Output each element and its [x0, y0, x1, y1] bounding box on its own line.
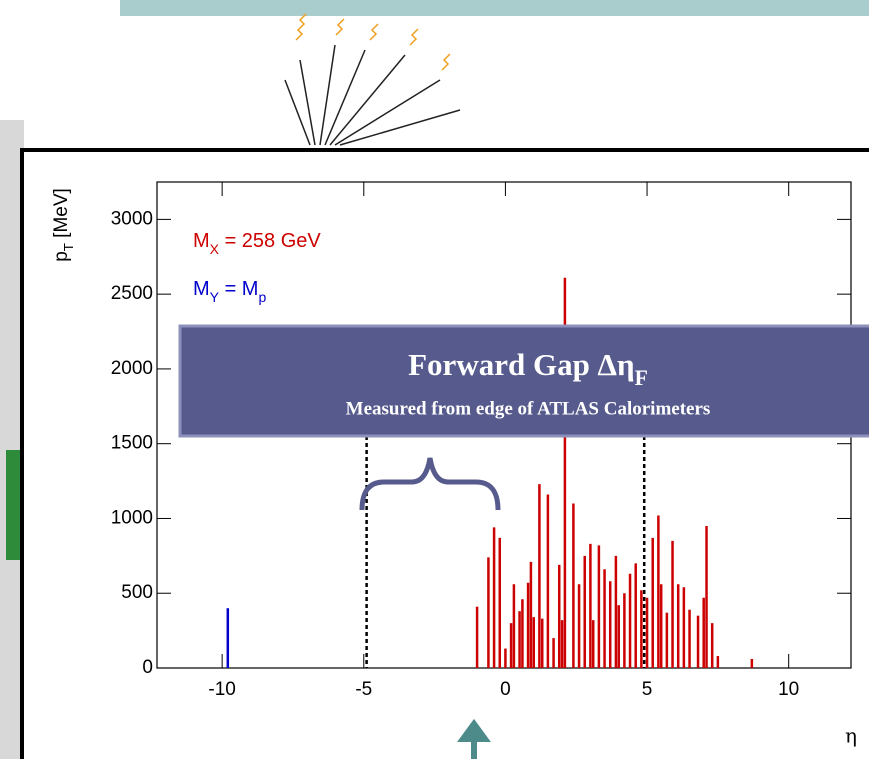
x-tick-label: 5 — [642, 679, 653, 700]
y-tick-label: 1500 — [111, 433, 153, 454]
legend-entry: MX = 258 GeV — [193, 230, 321, 256]
y-axis-label: pT [MeV] — [51, 188, 76, 262]
legend-entry: MY = Mp — [193, 278, 266, 304]
text-part: M — [193, 230, 210, 252]
y-tick-label: 1000 — [111, 507, 153, 528]
x-tick-label: -10 — [208, 679, 235, 700]
text-part: [MeV] — [51, 188, 72, 243]
text-part: = M — [219, 278, 258, 300]
callout-title: Forward Gap ΔηF — [408, 347, 648, 390]
event-display — [284, 13, 461, 146]
callout: Forward Gap ΔηF Measured from edge of AT… — [178, 324, 869, 438]
y-tick-label: 2000 — [111, 358, 153, 379]
x-tick-label: 10 — [778, 679, 799, 700]
subscript: T — [61, 243, 76, 251]
chart-panel — [20, 148, 869, 759]
top-band — [120, 0, 869, 16]
callout-subtitle: Measured from edge of ATLAS Calorimeters — [346, 398, 711, 419]
y-tick-label: 0 — [142, 657, 153, 678]
callout-box — [178, 324, 869, 438]
x-axis-label: η — [845, 724, 857, 748]
x-tick-label: 0 — [500, 679, 511, 700]
y-tick-label: 2500 — [111, 283, 153, 304]
x-tick-label: -5 — [355, 679, 372, 700]
subscript: F — [635, 366, 648, 390]
text-part: Forward Gap Δη — [408, 347, 634, 382]
arrow — [457, 718, 491, 759]
subscript: p — [258, 289, 266, 305]
text-part: M — [193, 278, 210, 300]
text-part: p — [51, 251, 72, 262]
y-tick-label: 3000 — [111, 208, 153, 229]
left-image-green — [6, 450, 24, 560]
y-tick-label: 500 — [121, 582, 153, 603]
gap-brace — [359, 457, 501, 511]
subscript: Y — [210, 289, 220, 305]
text-part: = 258 GeV — [219, 230, 321, 252]
subscript: X — [210, 241, 220, 257]
